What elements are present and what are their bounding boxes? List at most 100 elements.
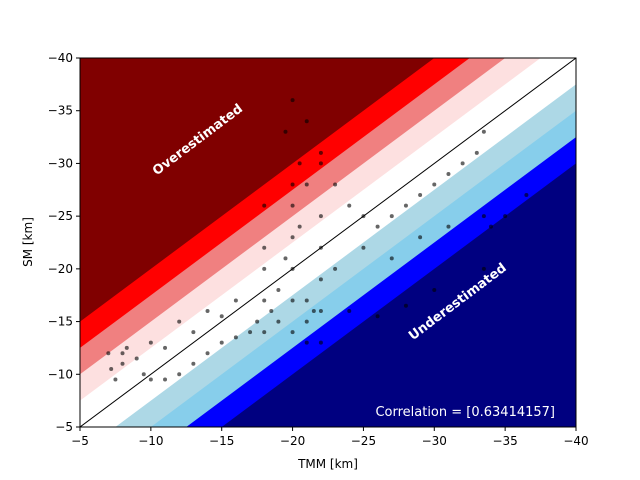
point	[503, 214, 508, 219]
point	[361, 214, 366, 219]
point	[318, 309, 323, 314]
point	[318, 214, 323, 219]
point	[481, 266, 486, 271]
y-tick-label: −10	[48, 367, 73, 381]
point	[163, 377, 168, 382]
correlation-annotation: Correlation = [0.63414157]	[375, 405, 555, 420]
plot-frame	[79, 57, 577, 428]
point	[304, 340, 309, 345]
point	[304, 119, 309, 124]
point	[375, 314, 380, 319]
point	[488, 224, 493, 229]
point	[120, 361, 125, 366]
point	[446, 171, 451, 176]
point	[163, 345, 168, 350]
point	[333, 266, 338, 271]
x-tick-label: −40	[563, 434, 588, 448]
point	[219, 314, 224, 319]
point	[304, 298, 309, 303]
point	[233, 335, 238, 340]
point	[248, 330, 253, 335]
point	[318, 161, 323, 166]
x-axis-label: TMM [km]	[297, 457, 358, 471]
x-tick-label: −35	[492, 434, 517, 448]
point	[148, 340, 153, 345]
point	[219, 340, 224, 345]
point	[276, 319, 281, 324]
point	[109, 367, 114, 372]
point	[347, 309, 352, 314]
point	[304, 182, 309, 187]
point	[318, 245, 323, 250]
point	[481, 129, 486, 134]
point	[290, 298, 295, 303]
point	[290, 330, 295, 335]
point	[432, 182, 437, 187]
point	[432, 287, 437, 292]
point	[481, 214, 486, 219]
y-tick-label: −25	[48, 209, 73, 223]
point	[276, 287, 281, 292]
point	[113, 377, 118, 382]
point	[262, 298, 267, 303]
point	[290, 98, 295, 103]
x-tick-label: −25	[351, 434, 376, 448]
point	[290, 203, 295, 208]
points	[106, 98, 529, 382]
point	[269, 309, 274, 314]
y-tick-label: −30	[48, 156, 73, 170]
y-tick-label: −20	[48, 262, 73, 276]
point	[318, 150, 323, 155]
point	[389, 256, 394, 261]
point	[524, 193, 529, 198]
y-axis-label: SM [km]	[21, 217, 35, 267]
y-tick-label: −5	[55, 420, 73, 434]
x-tick-label: −5	[71, 434, 89, 448]
point	[255, 319, 260, 324]
point	[148, 377, 153, 382]
point	[283, 256, 288, 261]
point	[262, 266, 267, 271]
point	[297, 224, 302, 229]
point	[318, 340, 323, 345]
point	[375, 224, 380, 229]
point	[418, 193, 423, 198]
point	[318, 277, 323, 282]
x-tick-label: −20	[280, 434, 305, 448]
point	[389, 214, 394, 219]
y-tick-label: −35	[48, 104, 73, 118]
point	[124, 345, 129, 350]
point	[262, 245, 267, 250]
point	[418, 235, 423, 240]
point	[283, 129, 288, 134]
point	[177, 372, 182, 377]
y-tick-label: −40	[48, 51, 73, 65]
point	[177, 319, 182, 324]
point	[361, 245, 366, 250]
point	[262, 203, 267, 208]
point	[106, 351, 111, 356]
point	[141, 372, 146, 377]
point	[205, 351, 210, 356]
point	[191, 330, 196, 335]
identity-line	[80, 58, 576, 427]
point	[191, 361, 196, 366]
point	[403, 303, 408, 308]
point	[233, 298, 238, 303]
point	[120, 351, 125, 356]
point	[134, 356, 139, 361]
point	[474, 150, 479, 155]
point	[460, 161, 465, 166]
point	[446, 224, 451, 229]
point	[262, 330, 267, 335]
x-tick-label: −15	[209, 434, 234, 448]
point	[297, 161, 302, 166]
point	[304, 319, 309, 324]
x-tick-label: −30	[422, 434, 447, 448]
point	[205, 309, 210, 314]
point	[290, 182, 295, 187]
